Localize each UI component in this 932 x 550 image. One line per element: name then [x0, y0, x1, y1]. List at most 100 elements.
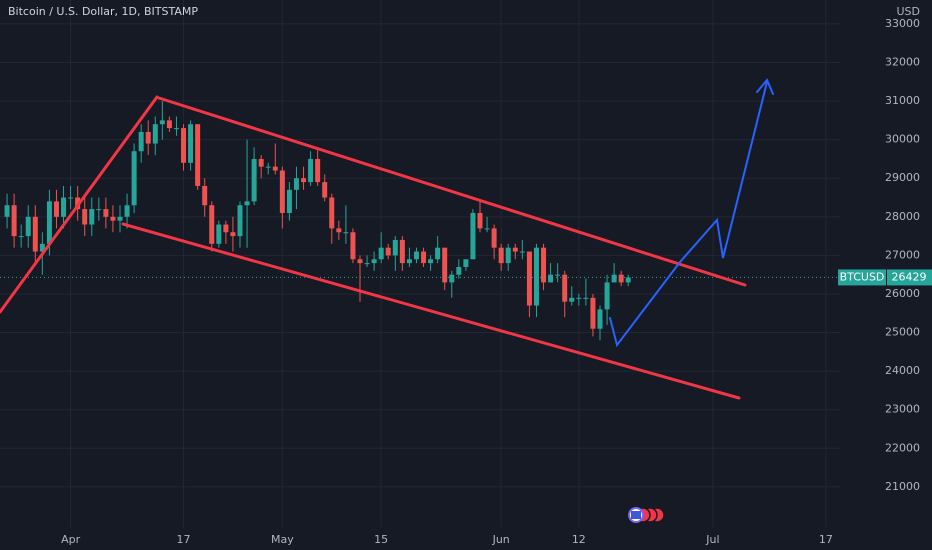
x-tick-label: 15: [374, 533, 388, 546]
candle-body: [209, 205, 215, 244]
candle-body: [110, 216, 116, 221]
candle-body: [131, 151, 137, 206]
candle-body: [597, 309, 603, 329]
candle-body: [364, 263, 370, 265]
x-tick-label: Apr: [61, 533, 81, 546]
candle-body: [25, 216, 31, 237]
x-tick-label: Jun: [492, 533, 510, 546]
candle-body: [18, 236, 24, 238]
candle-body: [413, 251, 419, 260]
candle-body: [279, 170, 285, 213]
candle-body: [265, 166, 271, 168]
candle-body: [435, 247, 441, 260]
candle-body: [152, 124, 158, 144]
candle-body: [124, 205, 130, 217]
symbol-label: BTCUSD: [840, 270, 885, 283]
candle-body: [470, 212, 476, 260]
candle-body: [392, 239, 398, 256]
candle-body: [562, 274, 568, 302]
y-tick-label: 21000: [885, 480, 920, 493]
candle-body: [533, 247, 539, 306]
price-tag: [887, 269, 932, 286]
candle-body: [576, 297, 582, 299]
candle-body: [371, 259, 377, 264]
candle-body: [39, 243, 45, 252]
y-tick-label: 26000: [885, 287, 920, 300]
candle-body: [399, 239, 405, 264]
event-icons[interactable]: [628, 507, 665, 523]
candle-body: [590, 297, 596, 329]
candle-body: [202, 185, 208, 206]
candle-body: [159, 120, 165, 125]
candle-body: [46, 201, 52, 244]
candle-body: [293, 178, 299, 190]
candle-body: [583, 297, 589, 299]
candle-body: [61, 197, 67, 217]
candle-body: [378, 247, 384, 260]
drawings: [0, 78, 774, 400]
candle-body: [541, 247, 547, 283]
candle-body: [53, 201, 59, 217]
candle-body: [173, 128, 179, 130]
candle-body: [68, 197, 74, 199]
candle-body: [145, 131, 151, 144]
y-tick-label: 22000: [885, 441, 920, 454]
candle-body: [421, 251, 427, 264]
y-tick-label: 31000: [885, 94, 920, 107]
channel-upper: [157, 96, 747, 287]
projection-path: [609, 81, 768, 348]
flag-icon: [631, 511, 641, 519]
candle-body: [188, 124, 194, 163]
candle-body: [329, 197, 335, 229]
currency-label: USD: [896, 5, 920, 18]
candle-body: [625, 277, 631, 283]
candle-body: [442, 247, 448, 283]
candle-body: [484, 228, 490, 230]
y-tick-label: 27000: [885, 248, 920, 261]
projection-arrowhead: [756, 78, 774, 95]
x-tick-label: 17: [177, 533, 191, 546]
candle-body: [512, 247, 518, 252]
y-tick-label: 30000: [885, 133, 920, 146]
symbol-tag: [838, 269, 886, 286]
candle-body: [301, 178, 307, 183]
last-price-label: 26429: [892, 270, 927, 283]
candle-body: [498, 247, 504, 264]
candle-body: [526, 251, 532, 306]
candle-body: [181, 128, 187, 163]
candle-body: [32, 216, 38, 252]
candle-body: [315, 158, 321, 183]
candle-body: [96, 209, 102, 211]
y-tick-label: 23000: [885, 403, 920, 416]
candle-body: [611, 274, 617, 283]
y-tick-label: 32000: [885, 55, 920, 68]
candle-body: [350, 232, 356, 260]
candle-body: [308, 158, 314, 183]
y-tick-label: 29000: [885, 171, 920, 184]
candle-body: [195, 124, 201, 186]
candle-body: [618, 274, 624, 283]
candle-body: [11, 205, 17, 237]
candle-body: [604, 282, 610, 310]
candle-body: [117, 216, 123, 221]
y-tick-label: 33000: [885, 17, 920, 30]
candle-body: [548, 274, 554, 283]
x-tick-label: May: [271, 533, 294, 546]
x-tick-label: 17: [819, 533, 833, 546]
candle-layer: [0, 101, 840, 341]
candle-body: [286, 189, 292, 213]
candle-body: [569, 297, 575, 302]
candle-body: [230, 232, 236, 237]
chart-title: Bitcoin / U.S. Dollar, 1D, BITSTAMP: [8, 5, 198, 18]
axis-layer: 21000 22000 23000 24000 25000 26000 27000 28000…: [61, 17, 932, 546]
candle-body: [406, 259, 412, 264]
candle-body: [223, 224, 229, 233]
candle-body: [251, 158, 257, 202]
candle-body: [89, 209, 95, 225]
candle-body: [456, 266, 462, 275]
candle-body: [138, 131, 144, 152]
x-tick-label: 12: [572, 533, 586, 546]
candle-body: [463, 259, 469, 267]
